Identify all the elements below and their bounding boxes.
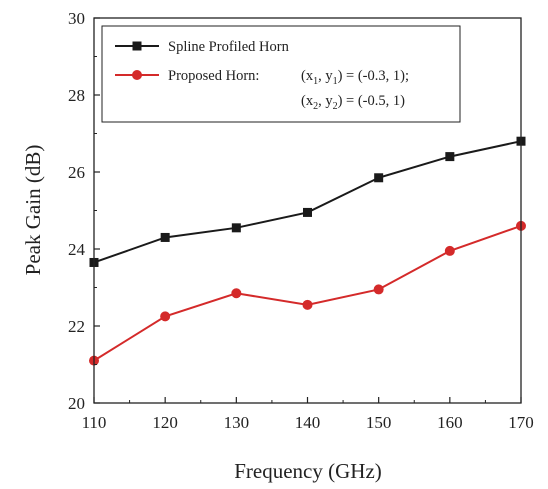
annot2-rest: ) = (-0.5, 1) — [338, 93, 406, 109]
x-tick-label-6: 170 — [508, 413, 534, 432]
annot1-lp: (x — [301, 68, 314, 84]
series-0-point-4 — [374, 173, 384, 183]
x-tick-label-2: 130 — [224, 413, 250, 432]
series-1-point-1 — [160, 311, 171, 322]
plot-layer — [89, 136, 526, 366]
series-0-point-2 — [231, 223, 241, 233]
annot1-mid: , y — [318, 68, 333, 84]
x-tick-label-5: 160 — [437, 413, 463, 432]
legend-label-spline: Spline Profiled Horn — [168, 39, 290, 55]
series-1-point-5 — [444, 245, 455, 256]
annot1-rest: ) = (-0.3, 1); — [338, 68, 409, 84]
legend-box — [101, 25, 461, 123]
y-tick-label-5: 30 — [68, 9, 85, 28]
annot1-sub-x: 1 — [313, 76, 318, 87]
legend-annotation-line2: (x2, y2) = (-0.5, 1) — [301, 93, 405, 112]
series-0-point-5 — [445, 152, 455, 162]
annot2-sub-y: 2 — [333, 101, 338, 112]
y-tick-label-0: 20 — [68, 394, 85, 413]
annot2-lp: (x — [301, 93, 314, 109]
series-0-point-3 — [303, 207, 312, 217]
y-tick-label-2: 24 — [68, 240, 86, 259]
y-tick-label-1: 22 — [68, 317, 85, 336]
annot2-mid: , y — [318, 93, 333, 109]
x-tick-label-3: 140 — [295, 413, 321, 432]
series-0-point-1 — [160, 232, 170, 242]
x-tick-label-0: 110 — [82, 413, 107, 432]
series-line-1 — [93, 224, 522, 362]
series-1-point-3 — [302, 299, 313, 310]
y-axis-label: Peak Gain (dB) — [21, 145, 45, 276]
y-tick-label-3: 26 — [68, 163, 85, 182]
series-line-0 — [93, 140, 522, 264]
annot2-sub-x: 2 — [313, 101, 318, 112]
x-tick-label-1: 120 — [152, 413, 178, 432]
legend-marker-spline — [132, 41, 142, 51]
legend-marker-proposed — [132, 70, 142, 80]
annot1-sub-y: 1 — [333, 76, 338, 87]
legend-annotation-line1: (x1, y1) = (-0.3, 1); — [301, 68, 409, 87]
series-1-point-4 — [373, 284, 384, 295]
legend-label-proposed: Proposed Horn: — [168, 68, 259, 84]
legend: Spline Profiled Horn Proposed Horn: (x1,… — [101, 25, 461, 123]
x-axis-label: Frequency (GHz) — [234, 459, 382, 483]
y-tick-label-4: 28 — [68, 86, 85, 105]
x-tick-label-4: 150 — [366, 413, 392, 432]
series-1-point-2 — [231, 288, 242, 299]
